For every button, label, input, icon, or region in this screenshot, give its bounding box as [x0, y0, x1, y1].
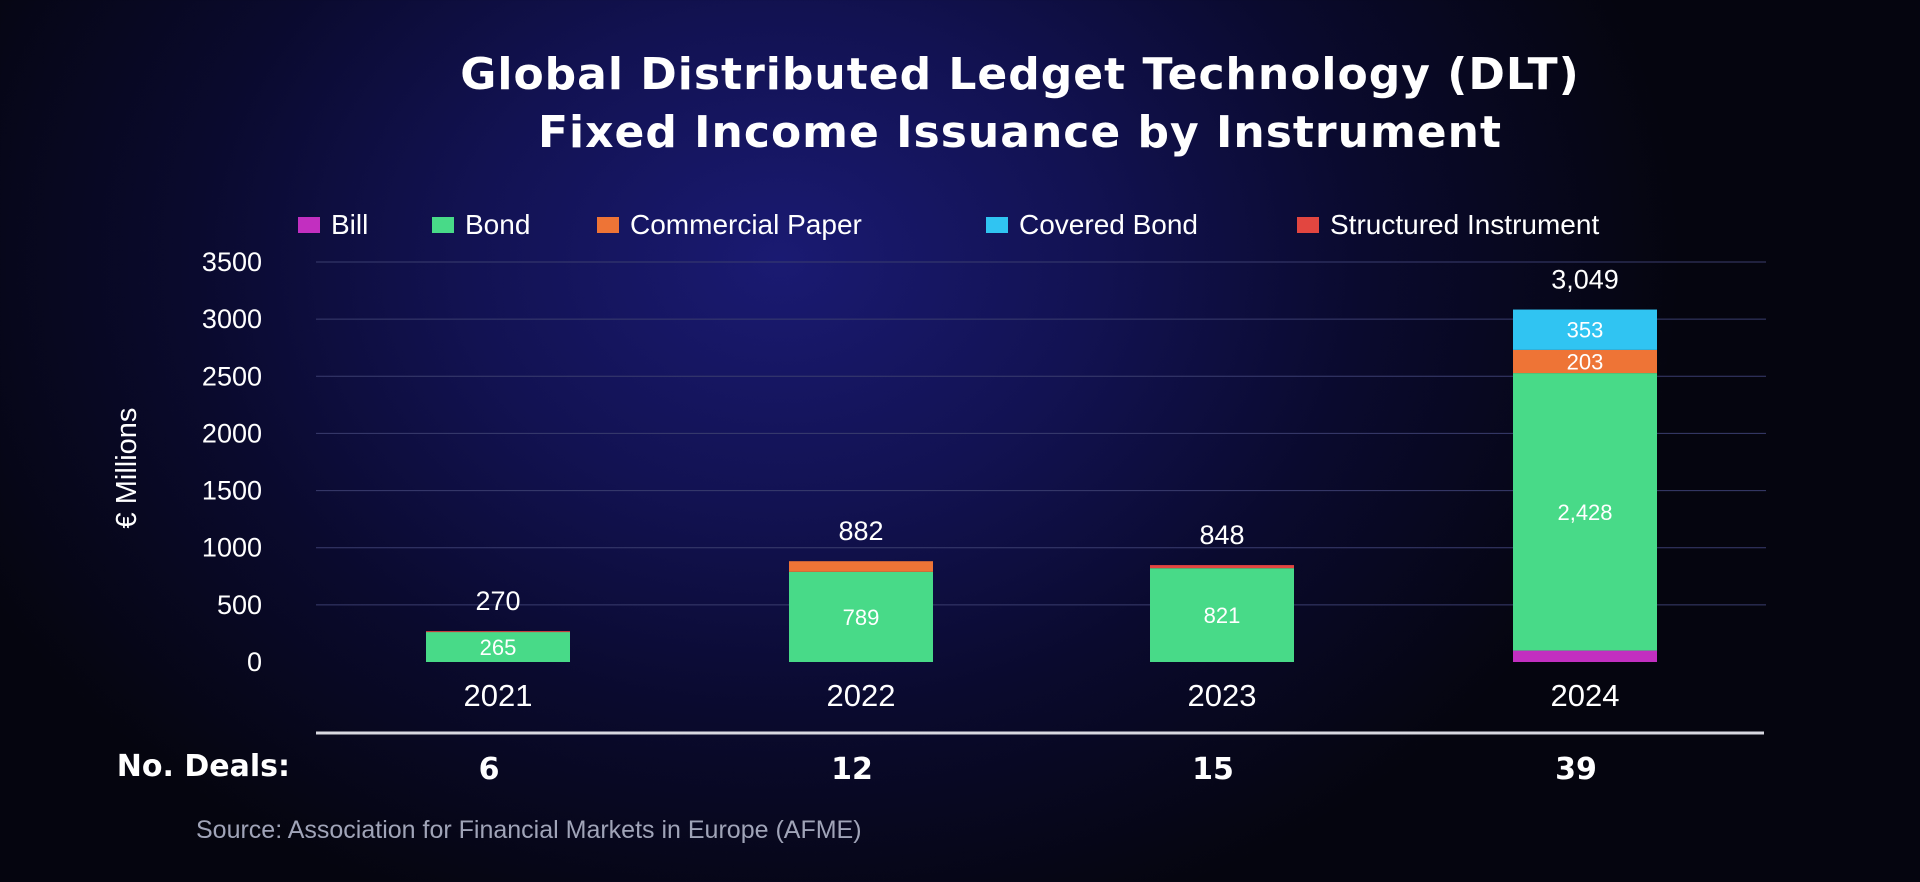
- bar-segment: [1150, 565, 1294, 569]
- bar-total-label: 3,049: [1551, 265, 1619, 295]
- legend-label: Structured Instrument: [1330, 209, 1599, 240]
- deals-count: 6: [479, 752, 500, 787]
- x-tick-label: 2021: [464, 678, 533, 713]
- deals-count: 12: [831, 752, 873, 787]
- bar-value-label: 821: [1204, 603, 1241, 628]
- deals-label: No. Deals:: [117, 749, 290, 784]
- legend-label: Bill: [331, 209, 368, 240]
- bar-segment: [789, 561, 933, 572]
- legend-label: Covered Bond: [1019, 209, 1198, 240]
- deals-count: 39: [1555, 752, 1597, 787]
- deals-row: 6 12 15 39: [479, 752, 1597, 787]
- y-tick-label: 2000: [202, 418, 262, 448]
- legend-swatch: [597, 217, 619, 233]
- bar-value-label: 789: [843, 605, 880, 630]
- legend: Bill Bond Commercial Paper Covered Bond Stru…: [298, 209, 1599, 240]
- legend-item: Commercial Paper: [597, 209, 862, 240]
- legend-swatch: [1297, 217, 1319, 233]
- y-axis-label: € Millions: [111, 408, 143, 529]
- legend-item: Covered Bond: [986, 209, 1198, 240]
- y-tick-label: 1000: [202, 533, 262, 563]
- y-tick-label: 0: [247, 647, 262, 677]
- chart-title: Global Distributed Ledget Technology (DL…: [0, 46, 1920, 162]
- legend-item: Bill: [298, 209, 368, 240]
- bar-segment: [1513, 349, 1657, 374]
- x-axis: 2021 2022 2023 2024: [464, 678, 1620, 713]
- bar-value-label: 353: [1567, 318, 1604, 343]
- bar-value-label: 265: [480, 635, 517, 660]
- bar-segment: [1513, 309, 1657, 350]
- y-axis: 0 500 1000 1500 2000 2500 3000 3500: [202, 247, 262, 677]
- legend-swatch: [432, 217, 454, 233]
- x-tick-label: 2023: [1188, 678, 1257, 713]
- bar-value-label: 203: [1567, 349, 1604, 374]
- y-tick-label: 500: [217, 590, 262, 620]
- bar-segment: [426, 631, 570, 662]
- x-tick-label: 2022: [827, 678, 896, 713]
- legend-label: Commercial Paper: [630, 209, 862, 240]
- bar-total-label: 848: [1199, 520, 1244, 550]
- bars: 265 270 789 882 821 848 2,428 203 353 3,049: [426, 265, 1657, 662]
- legend-item: Structured Instrument: [1297, 209, 1599, 240]
- deals-count: 15: [1192, 752, 1234, 787]
- bar-segment: [1513, 650, 1657, 662]
- bar-segment: [1513, 373, 1657, 651]
- y-tick-label: 1500: [202, 476, 262, 506]
- source-note: Source: Association for Financial Market…: [196, 816, 862, 844]
- y-tick-label: 2500: [202, 361, 262, 391]
- bar-segment: [1150, 568, 1294, 662]
- legend-item: Bond: [432, 209, 530, 240]
- x-tick-label: 2024: [1551, 678, 1620, 713]
- bar-value-label: 2,428: [1557, 500, 1612, 525]
- bar-segment: [789, 571, 933, 662]
- legend-label: Bond: [465, 209, 530, 240]
- legend-swatch: [298, 217, 320, 233]
- chart-title-line-1: Global Distributed Ledget Technology (DL…: [460, 49, 1580, 100]
- y-tick-label: 3500: [202, 247, 262, 277]
- y-tick-label: 3000: [202, 304, 262, 334]
- bar-total-label: 882: [838, 516, 883, 546]
- bar-total-label: 270: [475, 586, 520, 616]
- legend-swatch: [986, 217, 1008, 233]
- chart-title-line-2: Fixed Income Issuance by Instrument: [537, 107, 1502, 158]
- bar-segment: [426, 631, 570, 633]
